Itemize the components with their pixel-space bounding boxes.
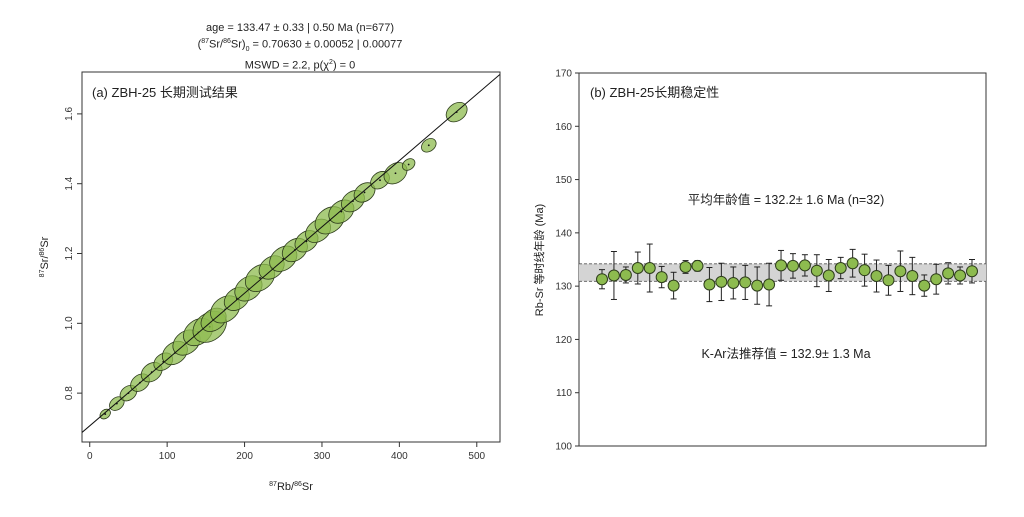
isochron-statistics: age = 133.47 ± 0.33 | 0.50 Ma (n=677) (8… (80, 22, 520, 73)
panel-a-label: (a) ZBH-25 长期测试结果 (92, 85, 238, 100)
plot-a-xtick-label: 300 (314, 451, 331, 462)
age-line: age = 133.47 ± 0.33 | 0.50 Ma (n=677) (205, 22, 395, 34)
plot-a-xtick-label: 100 (159, 451, 176, 462)
plot-a-xtick-label: 400 (391, 451, 408, 462)
plot-a-xtick-label: 0 (87, 451, 93, 462)
plot-a-xlabel: 87Rb/86Sr (269, 481, 313, 493)
plot-a-ytick-label: 1.4 (64, 176, 75, 190)
plot-a-ytick-label: 0.8 (64, 386, 75, 400)
plot-a-ylabel: 87Sr/86Sr (39, 236, 51, 277)
plot-a-ytick-label: 1.2 (64, 246, 75, 260)
initial-ratio-line: (87Sr/86Sr)0 = 0.70630 ± 0.00052 | 0.000… (197, 38, 403, 53)
plot-a-xtick-label: 200 (236, 451, 253, 462)
isochron-point-center (427, 144, 430, 147)
panel-b-label: (b) ZBH-25长期稳定性 (590, 85, 720, 100)
plot-a-xtick-label: 500 (468, 451, 485, 462)
isochron-point-center (394, 172, 397, 175)
plot-a-ytick-label: 1.6 (64, 107, 75, 121)
isochron-point-center (379, 179, 381, 182)
isochron-point-center (407, 163, 410, 166)
mswd-line: MSWD = 2.2, p(χ2) = 0 (244, 58, 356, 72)
isochron-line (82, 73, 500, 433)
isochron-point-center (259, 277, 261, 279)
isochron-point-center (104, 413, 107, 415)
isochron-point-center (363, 191, 366, 194)
plot-a-ytick-label: 1.0 (64, 316, 75, 330)
